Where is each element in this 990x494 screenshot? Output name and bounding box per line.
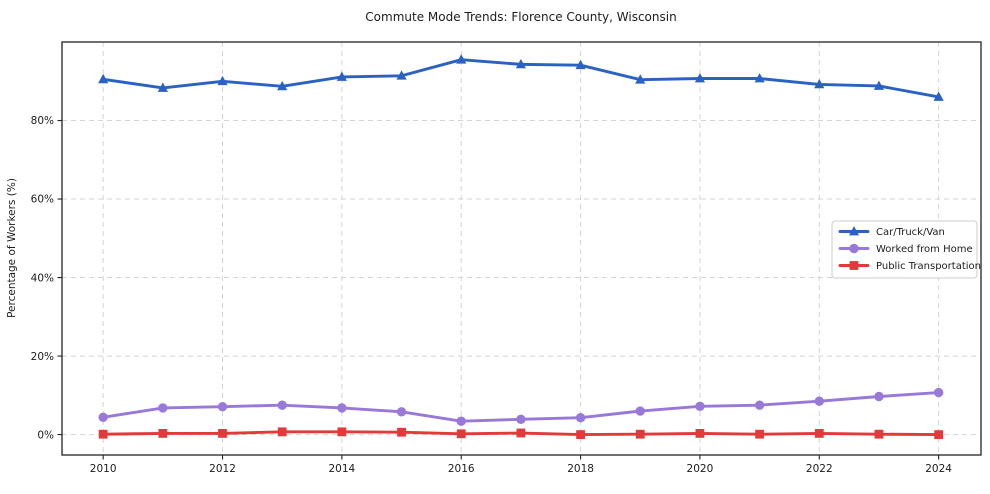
data-point-public-transportation [814,429,824,438]
series-worked-from-home [98,387,944,426]
legend-label: Public Transportation [876,261,981,272]
x-tick-label: 2020 [687,463,714,475]
x-tick-label: 2024 [925,463,952,475]
data-point-public-transportation [516,428,526,438]
series-public-transportation [98,427,944,439]
data-point-worked-from-home [98,412,108,423]
data-point-public-transportation [337,427,347,437]
data-point-public-transportation [695,429,705,438]
plot-area-border [61,41,982,456]
legend-item-worked-from-home: Worked from Home [838,243,973,255]
legend-box [831,220,978,279]
data-point-worked-from-home [814,396,824,406]
data-point-public-transportation [456,429,466,439]
data-point-car-truck-van [98,73,109,84]
data-point-public-transportation [158,429,168,438]
x-tick-label: 2022 [806,463,833,475]
y-tick-label: 60% [31,194,54,206]
data-point-car-truck-van [933,91,944,101]
data-point-worked-from-home [695,401,705,412]
data-point-worked-from-home [516,414,526,424]
data-point-public-transportation [397,427,406,437]
y-tick-label: 0% [37,429,54,441]
data-point-public-transportation [874,429,884,439]
data-point-car-truck-van [814,78,825,89]
data-point-worked-from-home [575,413,586,423]
legend-swatch-triangle-icon [848,226,860,236]
data-point-worked-from-home [217,402,228,412]
y-tick-label: 40% [31,272,54,284]
data-point-car-truck-van [515,58,527,69]
data-point-worked-from-home [635,406,645,416]
data-point-car-truck-van [396,70,407,80]
data-point-car-truck-van [157,82,168,92]
data-point-car-truck-van [754,73,765,83]
data-point-car-truck-van [277,80,288,91]
data-point-public-transportation [98,429,108,439]
data-point-car-truck-van [575,59,586,70]
legend-swatch-circle-icon [849,243,859,254]
data-point-worked-from-home [754,400,765,410]
series-layer [98,54,944,439]
data-point-public-transportation [277,427,287,437]
data-point-public-transportation [934,430,944,439]
data-point-public-transportation [635,429,645,439]
series-car-truck-van [98,54,944,101]
data-point-car-truck-van [873,80,885,90]
x-tick-label: 2014 [329,463,356,475]
data-point-worked-from-home [396,407,407,417]
x-tick-label: 2018 [567,463,594,475]
data-point-worked-from-home [933,387,944,398]
y-tick-label: 20% [31,351,54,363]
x-tick-label: 2016 [448,463,475,475]
data-point-worked-from-home [874,391,884,402]
data-point-car-truck-van [635,74,646,84]
legend-swatch-square-icon [849,261,859,270]
data-point-worked-from-home [456,416,466,426]
data-point-worked-from-home [337,403,347,413]
y-axis-label: Percentage of Workers (%) [6,178,18,318]
data-point-worked-from-home [158,403,168,413]
legend-label: Car/Truck/Van [876,227,945,238]
chart-title: Commute Mode Trends: Florence County, Wi… [365,10,676,24]
data-point-public-transportation [755,429,765,439]
data-point-car-truck-van [217,75,228,86]
data-point-car-truck-van [694,73,706,83]
data-point-car-truck-van [456,54,467,64]
data-point-public-transportation [218,429,227,438]
data-point-public-transportation [576,430,585,439]
legend-item-car-truck-van: Car/Truck/Van [838,226,945,238]
data-point-worked-from-home [277,400,287,410]
axes-ticks-layer: 0% 20% 40% 60% 80% 2010 2012 2014 2016 2018 2020 20… [31,115,953,475]
x-tick-label: 2012 [209,463,236,475]
y-tick-label: 80% [31,115,54,127]
legend: Car/Truck/Van Worked from Home Public Tran… [831,220,981,279]
legend-item-public-transportation: Public Transportation [838,261,981,272]
x-tick-label: 2010 [90,463,117,475]
data-point-car-truck-van [336,71,347,81]
legend-label: Worked from Home [876,244,973,255]
gridlines-layer [62,42,981,455]
